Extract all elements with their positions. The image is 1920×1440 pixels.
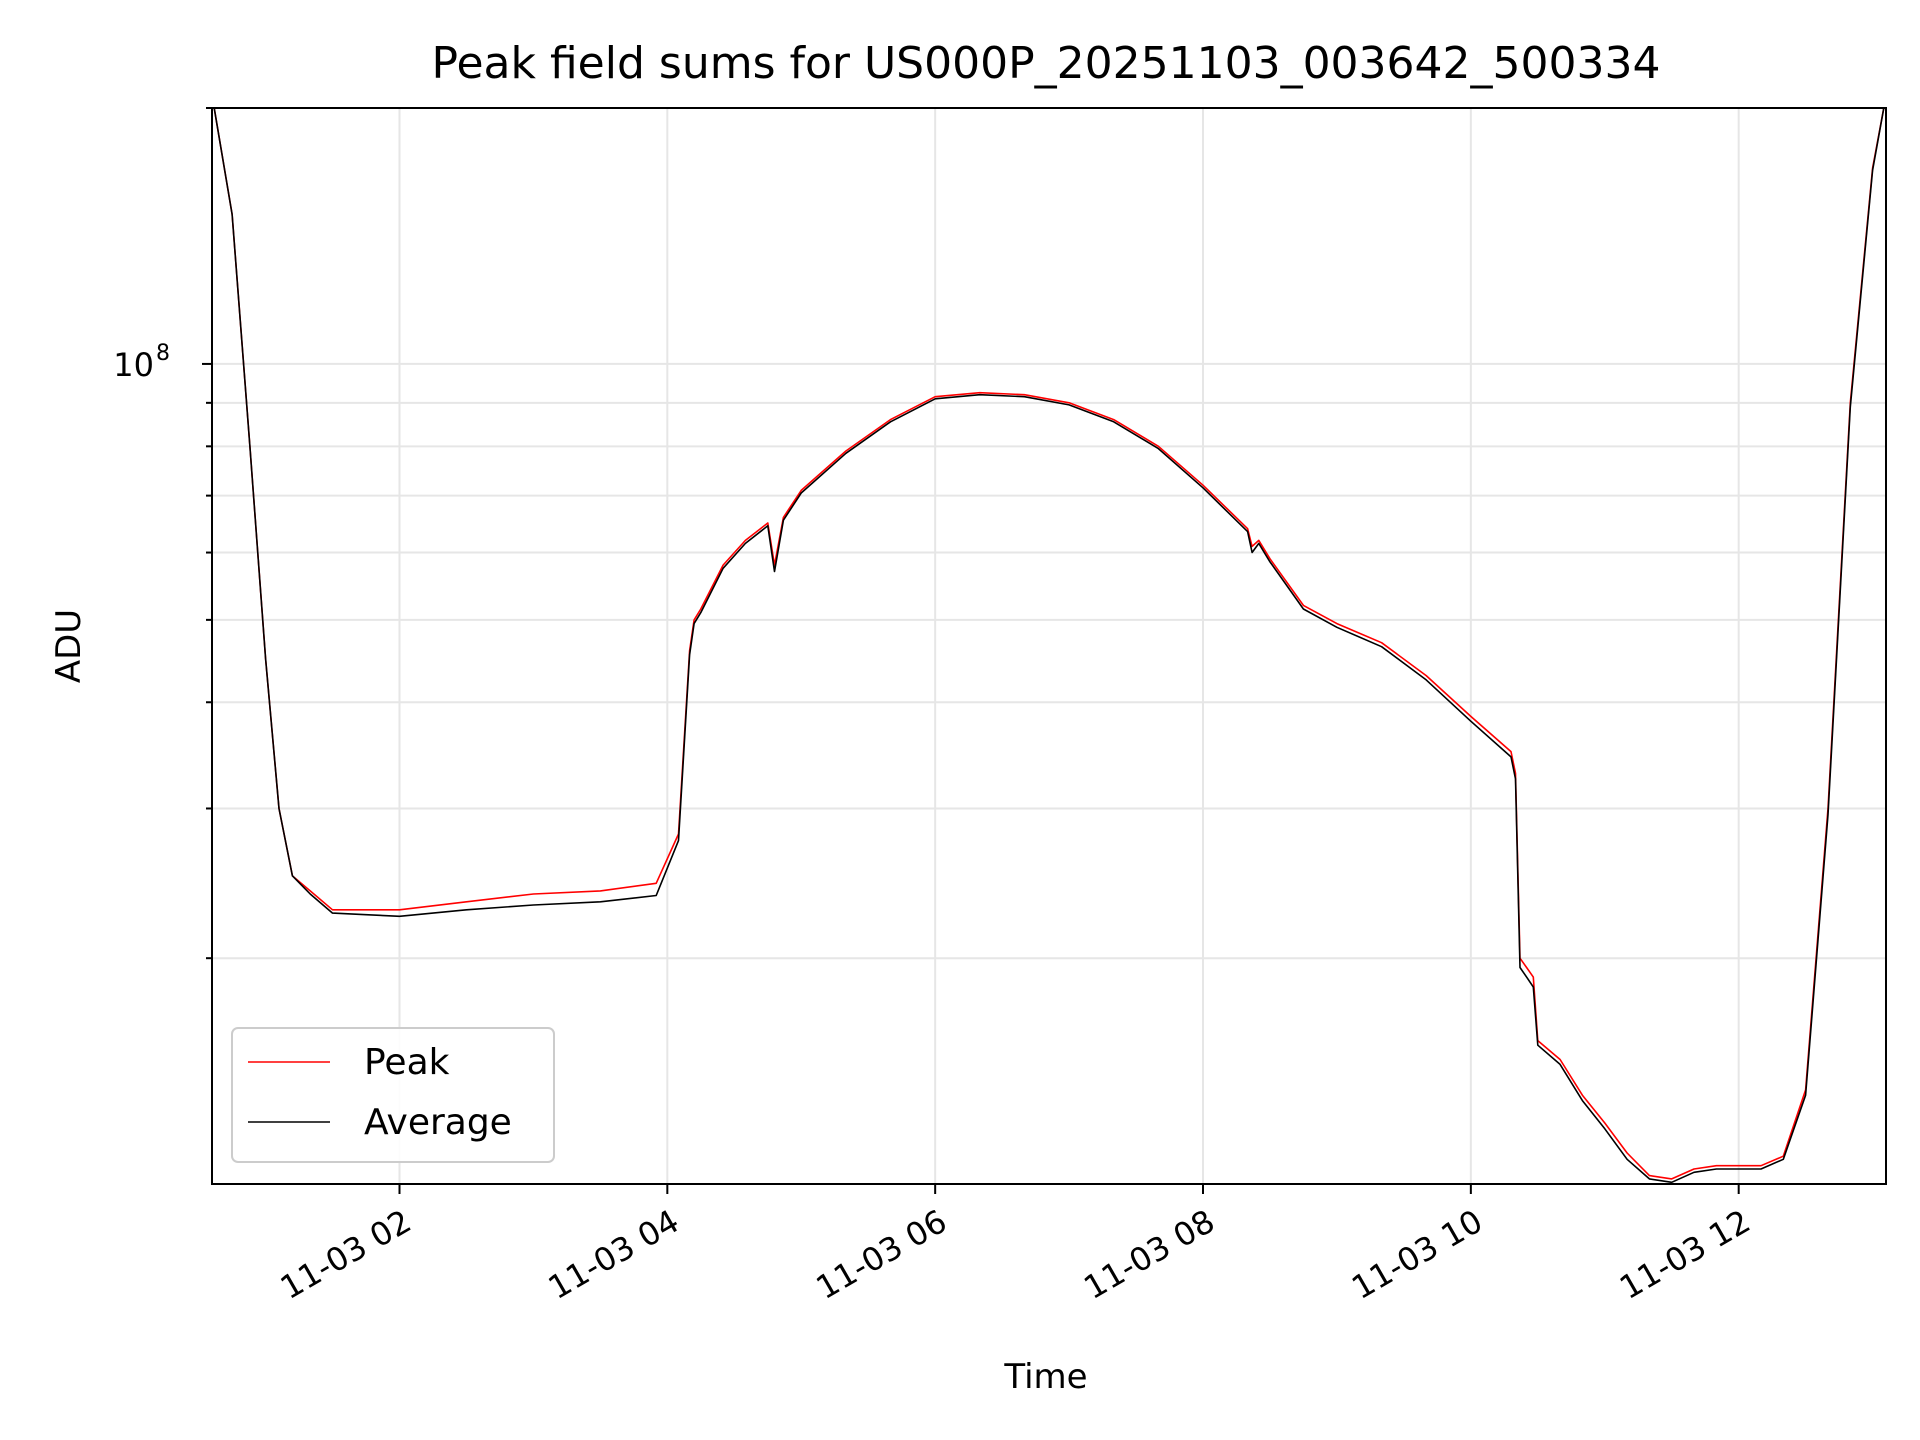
x-axis-label: Time xyxy=(1003,1357,1087,1397)
chart-title: Peak field sums for US000P_20251103_0036… xyxy=(432,38,1661,89)
y-tick-label: 10 xyxy=(113,346,154,384)
series-layer xyxy=(213,108,1885,1184)
legend-peak-label: Peak xyxy=(364,1042,450,1083)
series-group xyxy=(213,108,1885,1184)
y-tick-base: 10 xyxy=(113,346,154,384)
y-tick-exponent: 8 xyxy=(156,341,170,366)
legend-average-label: Average xyxy=(364,1102,512,1143)
plot-frame xyxy=(211,107,1887,1185)
legend: Peak Average xyxy=(231,1027,555,1163)
y-axis-label: ADU xyxy=(49,609,89,683)
series-line-average xyxy=(213,108,1885,1184)
series-line-peak xyxy=(213,108,1885,1180)
grid xyxy=(212,107,1886,1184)
y-axis: 10 8 xyxy=(113,107,212,960)
